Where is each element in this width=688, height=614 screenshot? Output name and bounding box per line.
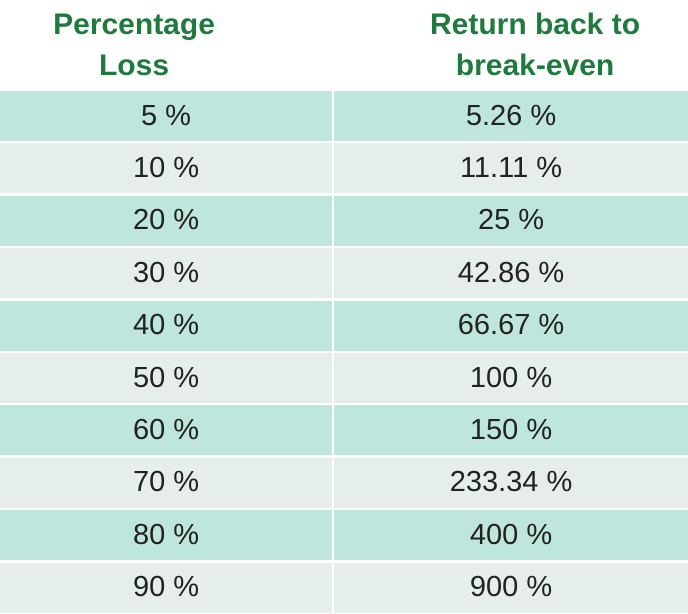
header-cell: Percentage Loss bbox=[53, 8, 215, 82]
table-cell: 70 % bbox=[0, 457, 332, 508]
table-cell: 90 % bbox=[0, 562, 332, 613]
table-cell: 5 % bbox=[0, 91, 332, 141]
table-cell: 80 % bbox=[0, 510, 332, 561]
table-cell: 5.26 % bbox=[334, 91, 688, 141]
table-cell: 10 % bbox=[0, 143, 332, 194]
table-cell: 60 % bbox=[0, 405, 332, 456]
table-cell: 50 % bbox=[0, 353, 332, 403]
table-cell: 25 % bbox=[334, 195, 688, 246]
table-cell: 66.67 % bbox=[334, 300, 688, 351]
table-cell: 900 % bbox=[334, 562, 688, 613]
table-row: 30 % 42.86 % bbox=[0, 248, 688, 299]
table-row: 60 % 150 % bbox=[0, 405, 688, 456]
table-row: 50 % 100 % bbox=[0, 353, 688, 403]
table-cell: 400 % bbox=[334, 510, 688, 561]
table-cell: 11.11 % bbox=[334, 143, 688, 194]
table-row: 40 % 66.67 % bbox=[0, 300, 688, 351]
table-cell: 100 % bbox=[334, 353, 688, 403]
table-cell: 20 % bbox=[0, 195, 332, 246]
table-cell: 233.34 % bbox=[334, 457, 688, 508]
table-row: 90 % 900 % bbox=[0, 562, 688, 613]
table-row: 80 % 400 % bbox=[0, 510, 688, 561]
table-cell: 150 % bbox=[334, 405, 688, 456]
table-row: 10 % 11.11 % bbox=[0, 143, 688, 194]
table-cell: 40 % bbox=[0, 300, 332, 351]
header-cell: Return back to break-even bbox=[429, 8, 641, 82]
table-row: 20 % 25 % bbox=[0, 195, 688, 246]
table-row: 5 % 5.26 % bbox=[0, 91, 688, 141]
table-cell: 30 % bbox=[0, 248, 332, 299]
table-row: 70 % 233.34 % bbox=[0, 457, 688, 508]
table-cell: 42.86 % bbox=[334, 248, 688, 299]
